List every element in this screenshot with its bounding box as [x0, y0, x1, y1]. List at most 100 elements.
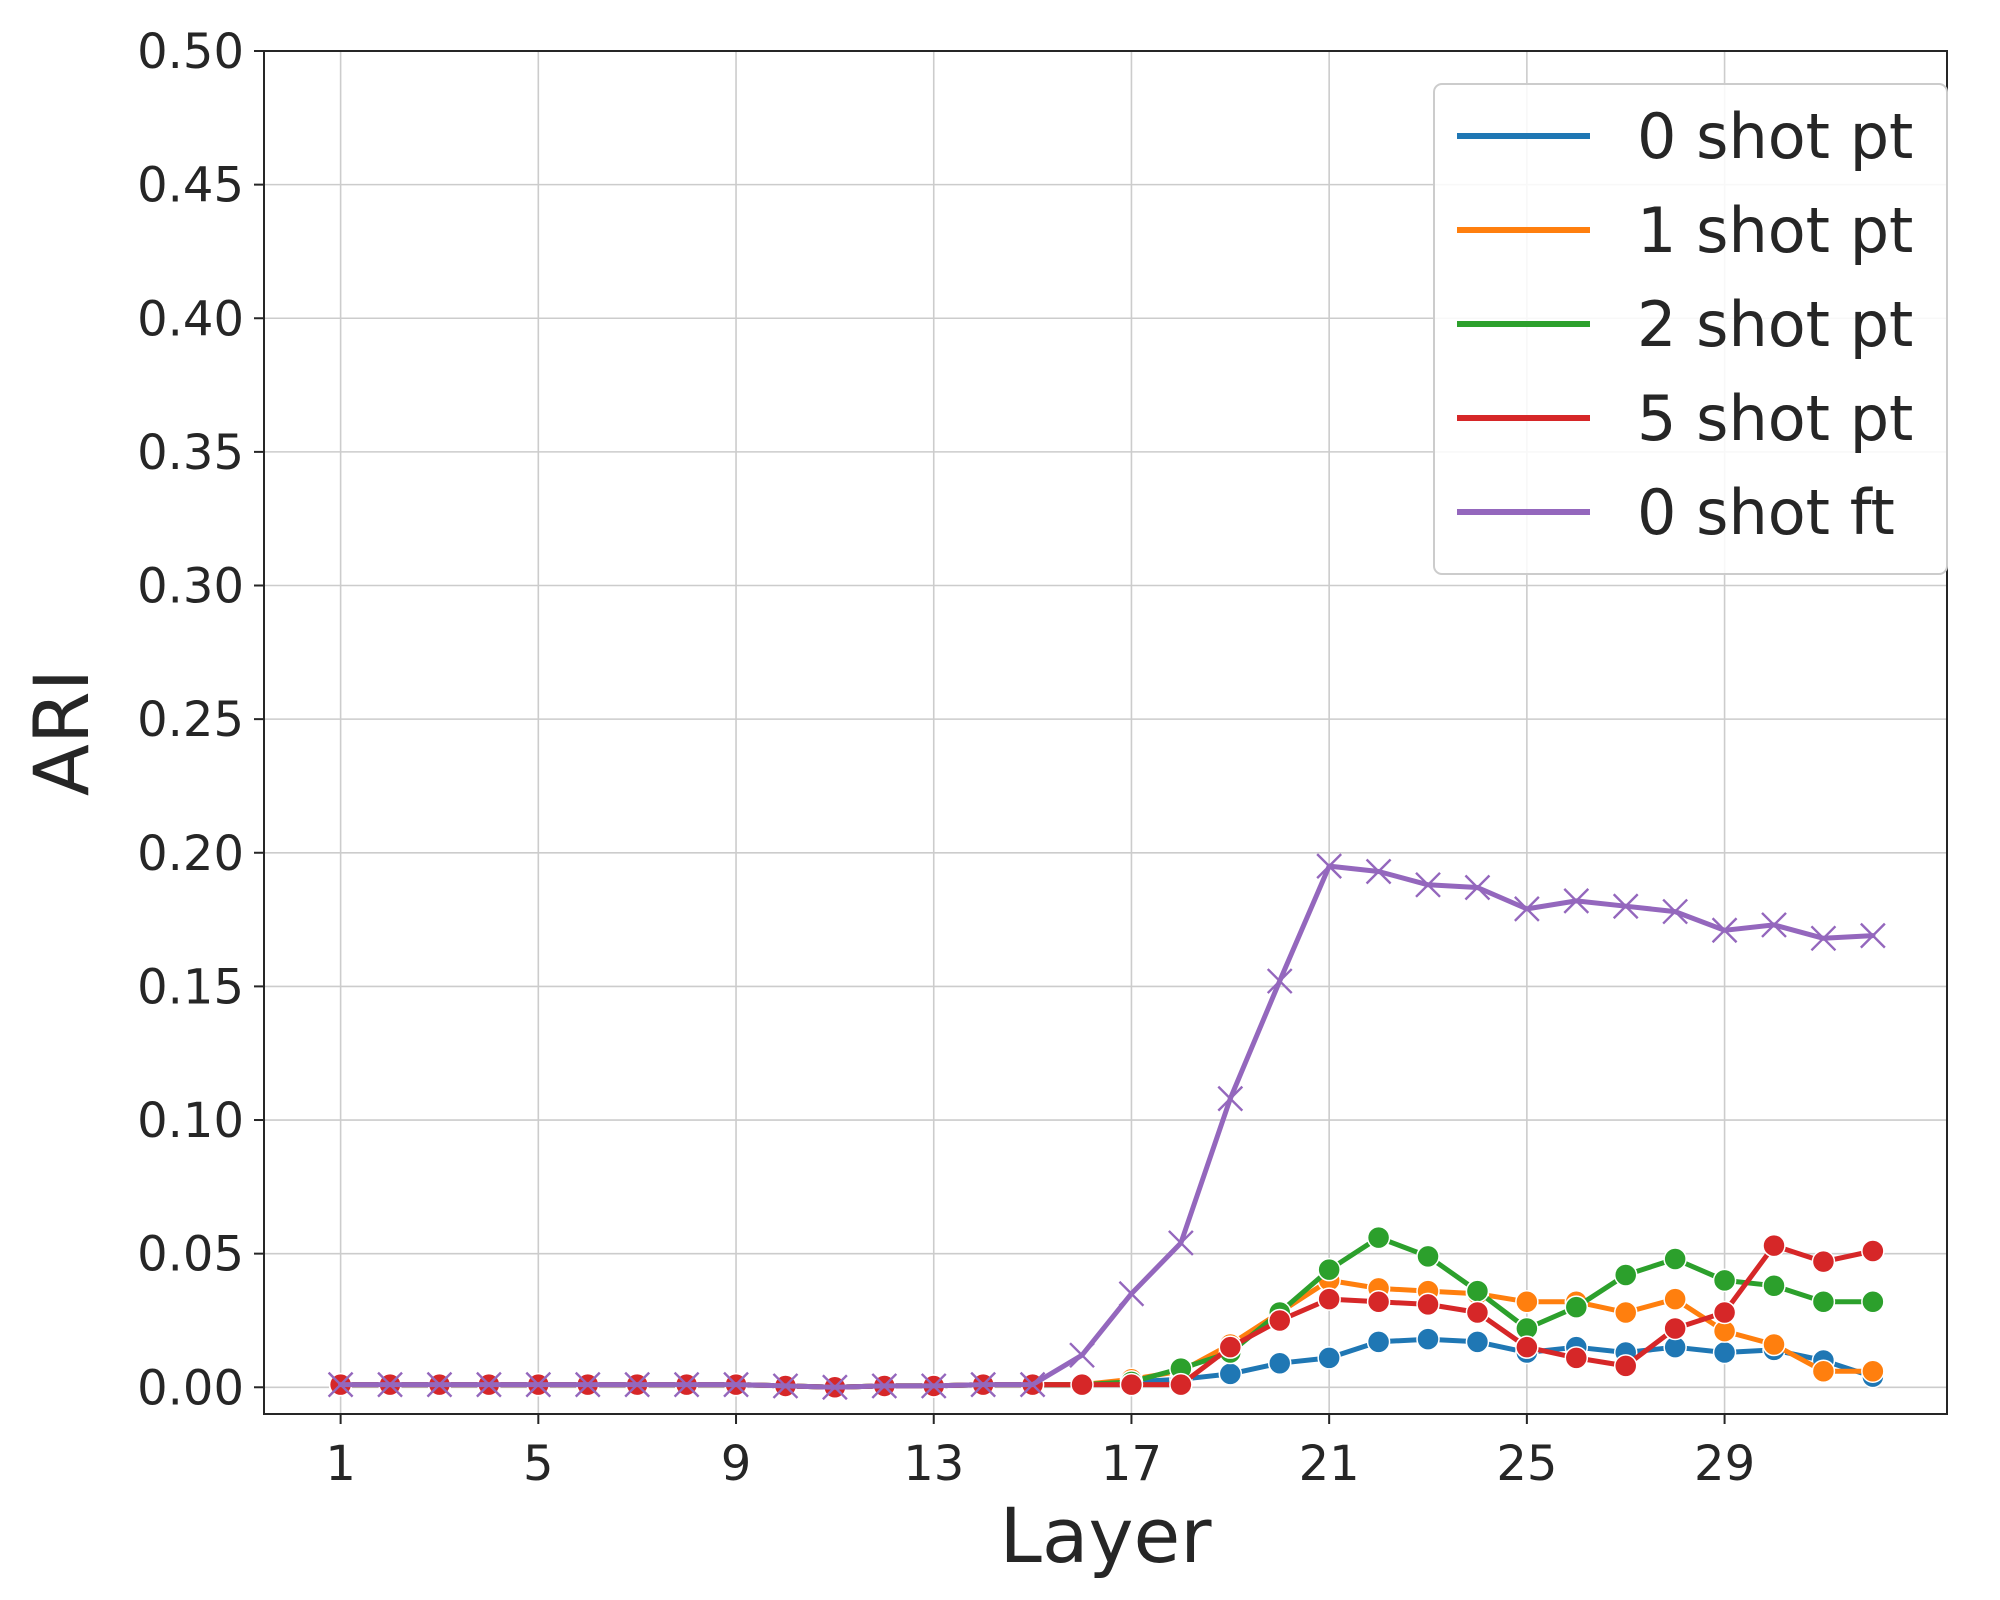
data-point	[1415, 871, 1441, 898]
legend-label: 0 shot pt	[1637, 100, 1913, 173]
data-point	[1317, 1287, 1341, 1311]
series-0-shot-ft	[327, 853, 1886, 1401]
data-point	[1416, 1292, 1440, 1317]
plot-frame	[263, 50, 1948, 1415]
data-point	[1612, 893, 1639, 920]
data-point	[1613, 1300, 1638, 1325]
legend: 0 shot pt 1 shot pt 2 shot pt 5 shot pt 0 sh…	[1433, 83, 1948, 575]
x-tick-label: 5	[523, 1436, 554, 1492]
data-point	[1811, 1249, 1836, 1274]
data-point	[1663, 1316, 1687, 1341]
data-point	[1563, 888, 1590, 914]
legend-item: 1 shot pt	[1457, 194, 1913, 267]
legend-item: 2 shot pt	[1457, 288, 1913, 361]
data-point	[1069, 1342, 1095, 1369]
y-tick-label: 0.10	[137, 1093, 244, 1149]
data-point	[1712, 1268, 1737, 1293]
legend-label: 1 shot pt	[1637, 194, 1913, 267]
x-tick-label: 17	[1101, 1436, 1162, 1492]
data-point	[1860, 922, 1886, 949]
legend-item: 0 shot ft	[1457, 476, 1895, 549]
legend-label: 0 shot ft	[1637, 476, 1895, 549]
data-point	[525, 1371, 552, 1398]
data-point	[1416, 1327, 1440, 1351]
data-point	[574, 1371, 601, 1398]
data-point	[1861, 1359, 1885, 1383]
data-point	[1119, 1372, 1144, 1397]
x-tick-label: 1	[325, 1436, 356, 1492]
data-point	[920, 1373, 947, 1399]
data-point	[1217, 1085, 1244, 1112]
legend-box	[1433, 83, 1948, 575]
data-point	[1465, 1279, 1490, 1303]
data-point	[1712, 1340, 1737, 1365]
data-point	[1712, 1300, 1737, 1325]
x-tick-label: 9	[721, 1436, 752, 1492]
y-tick-label: 0.35	[137, 425, 244, 481]
series-line	[338, 863, 1876, 1390]
data-point	[1811, 1359, 1836, 1383]
data-point	[1761, 912, 1787, 938]
series-1-shot-pt	[328, 1268, 1885, 1400]
data-point	[1762, 1332, 1786, 1357]
data-point	[1317, 1346, 1341, 1370]
y-tick-label: 0.40	[137, 291, 244, 347]
data-point	[1711, 917, 1738, 944]
x-tick-label: 13	[903, 1436, 964, 1492]
data-point	[970, 1371, 997, 1398]
data-point	[1266, 968, 1293, 994]
data-point	[723, 1371, 749, 1398]
data-point	[1613, 1263, 1638, 1287]
data-point	[377, 1371, 403, 1398]
data-point	[822, 1374, 848, 1401]
axis-ticks: 1 5 9 13 17 21 25 29 0.00 0.05 0.10 0.15 0.20 0.25 0.3…	[137, 24, 1755, 1492]
data-point	[871, 1373, 898, 1399]
data-point	[772, 1373, 799, 1399]
series-5-shot-pt	[328, 1233, 1885, 1400]
data-point	[1366, 1225, 1391, 1250]
legend-label: 2 shot pt	[1637, 288, 1913, 361]
data-point	[327, 1371, 354, 1398]
data-point	[1218, 1362, 1243, 1386]
data-point	[1168, 1230, 1194, 1256]
grid-lines	[264, 50, 1947, 1414]
series-2-shot-pt	[328, 1225, 1885, 1400]
data-point	[1366, 1290, 1391, 1314]
data-point	[1416, 1244, 1440, 1269]
legend-item: 0 shot pt	[1457, 100, 1913, 173]
data-point	[1465, 1330, 1490, 1354]
data-point	[1811, 1290, 1836, 1314]
x-axis-title: Layer	[1000, 1491, 1213, 1580]
data-point	[1019, 1371, 1046, 1398]
data-point	[426, 1371, 453, 1398]
data-point	[1613, 1354, 1638, 1378]
series-line	[338, 1277, 1876, 1390]
x-tick-label: 29	[1694, 1436, 1755, 1492]
data-point	[1169, 1372, 1193, 1397]
data-point	[1118, 1280, 1145, 1307]
data-point	[1267, 1308, 1292, 1333]
data-point	[476, 1371, 502, 1398]
data-point	[1514, 896, 1540, 922]
y-tick-label: 0.20	[137, 826, 244, 882]
data-point	[1564, 1295, 1589, 1319]
y-tick-label: 0.25	[137, 692, 244, 748]
y-tick-label: 0.45	[137, 158, 244, 214]
data-point	[1365, 858, 1392, 885]
data-point	[1662, 898, 1688, 925]
y-tick-label: 0.30	[137, 559, 244, 615]
data-point	[1218, 1335, 1243, 1359]
y-tick-label: 0.00	[137, 1360, 244, 1416]
data-point	[1317, 1257, 1341, 1282]
data-point	[1515, 1335, 1539, 1359]
y-tick-label: 0.05	[137, 1227, 244, 1283]
data-point	[1366, 1330, 1391, 1354]
y-tick-label: 0.50	[137, 24, 244, 80]
y-tick-label: 0.15	[137, 959, 244, 1015]
data-point	[1316, 853, 1343, 879]
data-point	[1810, 925, 1837, 952]
series-line	[338, 1235, 1876, 1390]
legend-label: 5 shot pt	[1637, 382, 1913, 455]
data-point	[1663, 1287, 1687, 1311]
